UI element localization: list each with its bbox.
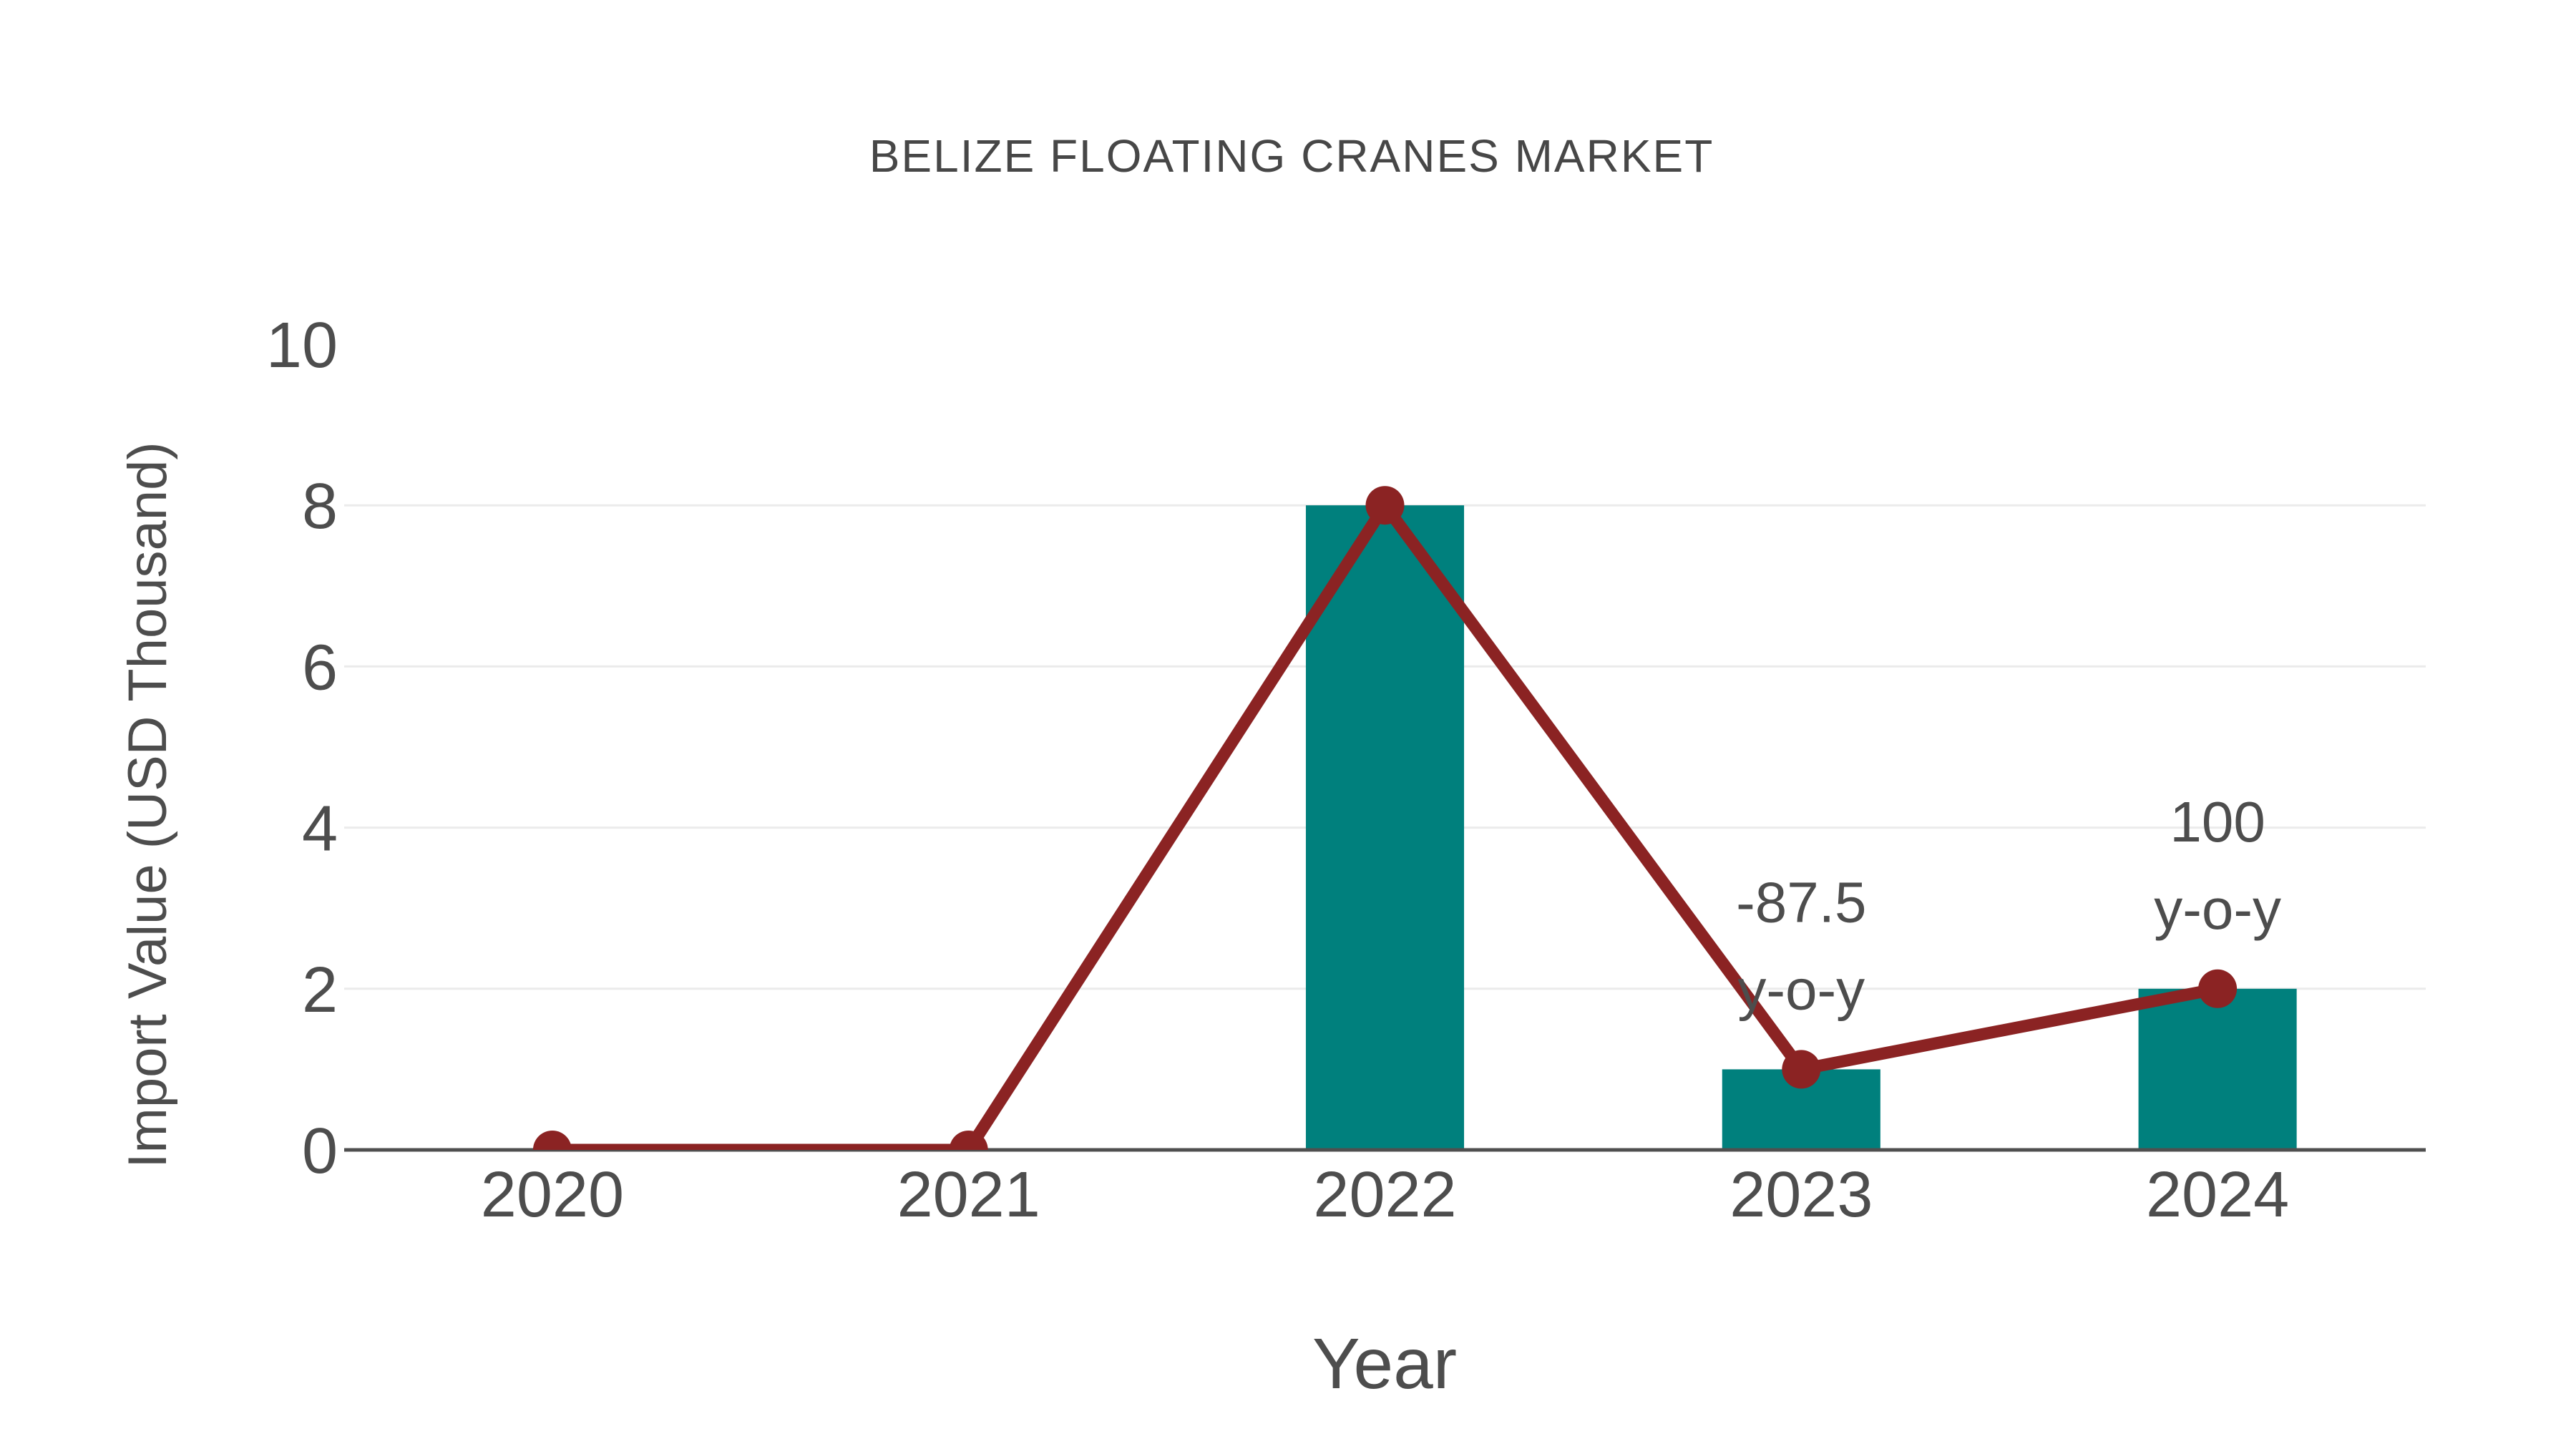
x-category-labels: 2020 2021 2022 2023 2024 <box>481 1159 2289 1231</box>
y-tick-labels: 0 2 4 6 8 10 <box>266 310 338 1187</box>
x-category-label: 2024 <box>2146 1159 2289 1231</box>
y-tick-label: 8 <box>302 471 338 542</box>
annotation-line: 100 <box>2170 790 2265 854</box>
x-axis-label: Year <box>1312 1324 1457 1404</box>
x-category-label: 2022 <box>1313 1159 1456 1231</box>
x-category-label: 2020 <box>481 1159 624 1231</box>
annotation-line: -87.5 <box>1736 870 1866 934</box>
y-tick-label: 2 <box>302 955 338 1026</box>
y-tick-label: 0 <box>302 1116 338 1187</box>
x-category-label: 2023 <box>1729 1159 1873 1231</box>
bars-layer <box>1305 505 2297 1150</box>
y-axis-label: Import Value (USD Thousand) <box>117 441 178 1168</box>
x-category-label: 2021 <box>897 1159 1040 1231</box>
y-tick-label: 10 <box>266 310 338 381</box>
data-point-marker <box>2198 969 2238 1008</box>
annotation-line: y-o-y <box>1737 957 1865 1021</box>
annotations-layer: -87.5 y-o-y 100 y-o-y <box>1736 790 2281 1022</box>
data-point-marker <box>1365 486 1405 525</box>
bar <box>2138 988 2297 1150</box>
y-tick-label: 6 <box>302 632 338 703</box>
data-point-marker <box>532 1131 572 1150</box>
chart-title: BELIZE FLOATING CRANES MARKET <box>869 130 1714 182</box>
trend-line-layer <box>532 486 2238 1150</box>
data-point-marker <box>949 1131 988 1150</box>
data-point-marker <box>1782 1050 1821 1089</box>
annotation-line: y-o-y <box>2154 877 2281 941</box>
bar <box>1305 505 1465 1150</box>
y-tick-label: 4 <box>302 794 338 865</box>
